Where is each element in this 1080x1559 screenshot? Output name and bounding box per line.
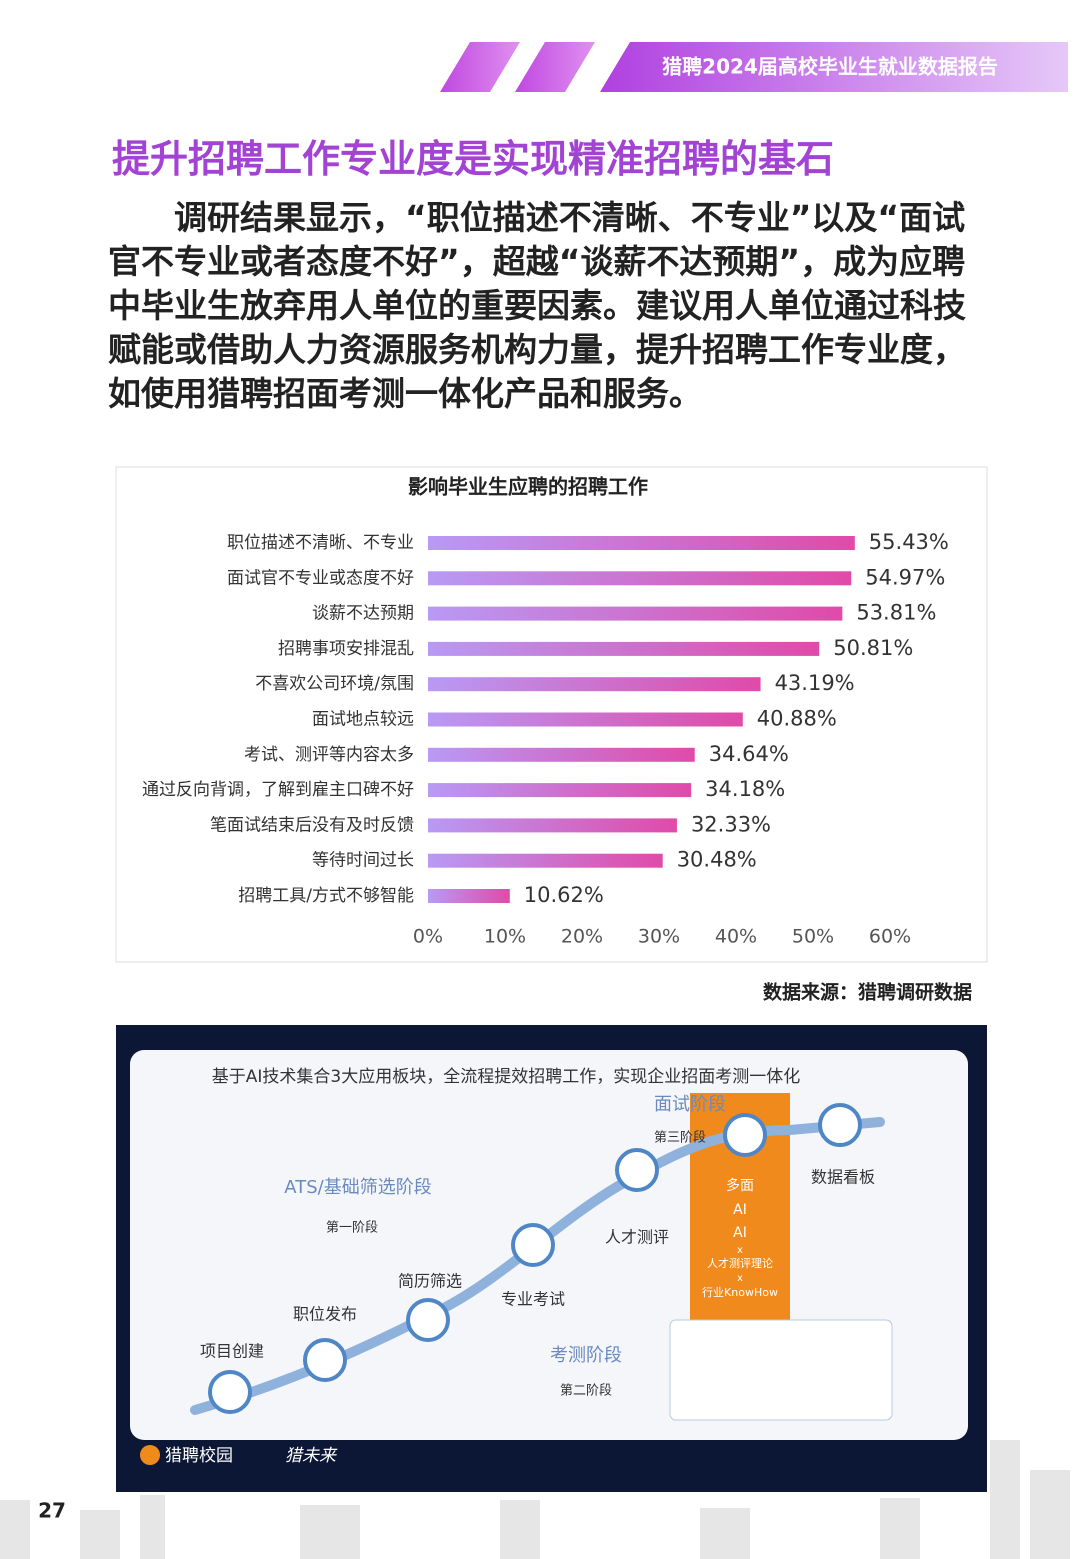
x-tick-label: 10% bbox=[484, 926, 526, 948]
value-label: 34.18% bbox=[705, 777, 785, 801]
x-tick-label: 30% bbox=[638, 926, 680, 948]
bar bbox=[428, 571, 852, 586]
source: 数据来源：猎聘调研数据 bbox=[763, 981, 972, 1004]
interview-line: AI bbox=[733, 1225, 747, 1241]
node-label: 职位发布 bbox=[293, 1305, 357, 1324]
value-label: 53.81% bbox=[856, 601, 936, 625]
value-label: 43.19% bbox=[775, 671, 855, 695]
bar bbox=[428, 783, 692, 798]
node-label: 数据看板 bbox=[811, 1168, 875, 1187]
category-label: 等待时间过长 bbox=[312, 851, 414, 871]
value-label: 50.81% bbox=[833, 636, 913, 660]
chart: 影响毕业生应聘的招聘工作 数据来源：猎聘调研数据 0% 10% 20% 30% 40% 5… bbox=[115, 466, 988, 1004]
header-title: 猎聘2024届高校毕业生就业数据报告 bbox=[662, 55, 998, 79]
value-label: 10.62% bbox=[524, 883, 604, 907]
header-bar bbox=[600, 42, 1068, 92]
category-label: 面试官不专业或态度不好 bbox=[227, 568, 414, 588]
x-tick-label: 20% bbox=[561, 926, 603, 948]
category-label: 面试地点较远 bbox=[312, 710, 414, 730]
interview-line: x bbox=[737, 1245, 743, 1256]
node-icons bbox=[208, 1103, 862, 1414]
cityscape bbox=[0, 1440, 1070, 1559]
stage-tag: 第三阶段 bbox=[654, 1131, 706, 1146]
interview-line: x bbox=[737, 1273, 743, 1284]
bar bbox=[428, 536, 855, 550]
product-screenshot bbox=[669, 1319, 893, 1421]
bar bbox=[428, 712, 743, 727]
logo: 猎未来 bbox=[285, 1446, 338, 1466]
category-label: 职位描述不清晰、不专业 bbox=[227, 533, 414, 553]
logo: 猎聘校园 bbox=[165, 1446, 233, 1466]
x-tick-label: 0% bbox=[413, 926, 443, 948]
node-label: 项目创建 bbox=[200, 1342, 264, 1361]
category-label: 笔面试结束后没有及时反馈 bbox=[210, 815, 414, 835]
category-label: 招聘工具/方式不够智能 bbox=[238, 886, 414, 906]
stage-name: 面试阶段 bbox=[654, 1094, 726, 1115]
interview-line: 人才测评理论 bbox=[707, 1256, 773, 1270]
paragraph: 调研结果显示，“职位描述不清晰、不专业”以及“面试官不专业或者态度不好”，超越“… bbox=[108, 198, 966, 413]
category-label: 通过反向背调，了解到雇主口碑不好 bbox=[142, 780, 414, 800]
value-label: 30.48% bbox=[677, 848, 757, 872]
bar bbox=[428, 747, 695, 762]
bar bbox=[428, 853, 663, 868]
stripe bbox=[440, 42, 520, 92]
bar bbox=[428, 677, 761, 692]
interview-line: AI bbox=[733, 1202, 747, 1218]
category-label: 招聘事项安排混乱 bbox=[278, 639, 414, 659]
logo-icon bbox=[140, 1445, 160, 1465]
interview-line: 多面 bbox=[726, 1177, 754, 1194]
value-label: 55.43% bbox=[869, 530, 949, 554]
value-label: 54.97% bbox=[865, 565, 945, 589]
stage-name: 考测阶段 bbox=[550, 1345, 622, 1366]
x-tick-label: 50% bbox=[792, 926, 834, 948]
bar bbox=[428, 641, 820, 656]
category-label: 不喜欢公司环境/氛围 bbox=[255, 674, 414, 694]
category-label: 谈薪不达预期 bbox=[312, 604, 414, 624]
bar bbox=[428, 818, 677, 833]
interview-text: 多面 AI AI x 人才测评理论 x 行业KnowHow bbox=[702, 1177, 778, 1299]
slide-title: 基于AI技术集合3大应用板块，全流程提效招聘工作，实现企业招面考测一体化 bbox=[212, 1067, 800, 1087]
value-label: 34.64% bbox=[709, 742, 789, 766]
x-tick-label: 40% bbox=[715, 926, 757, 948]
node-label: 简历筛选 bbox=[398, 1272, 462, 1291]
bar bbox=[428, 606, 843, 621]
stage-name: ATS/基础筛选阶段 bbox=[284, 1177, 431, 1198]
stage-tag: 第一阶段 bbox=[326, 1221, 378, 1236]
bar bbox=[428, 889, 510, 903]
chart-title: 影响毕业生应聘的招聘工作 bbox=[408, 475, 648, 499]
stage-tag: 第二阶段 bbox=[560, 1384, 612, 1399]
stripe bbox=[515, 42, 595, 92]
category-label: 考试、测评等内容太多 bbox=[244, 745, 414, 765]
interview-line: 行业KnowHow bbox=[702, 1286, 778, 1299]
value-label: 32.33% bbox=[691, 812, 771, 836]
heading: 提升招聘工作专业度是实现精准招聘的基石 bbox=[112, 137, 835, 181]
value-label: 40.88% bbox=[757, 707, 837, 731]
node-label: 人才测评 bbox=[605, 1228, 669, 1247]
page-number: 27 bbox=[38, 1499, 66, 1523]
x-tick-label: 60% bbox=[869, 926, 911, 948]
node-label: 专业考试 bbox=[501, 1290, 565, 1309]
